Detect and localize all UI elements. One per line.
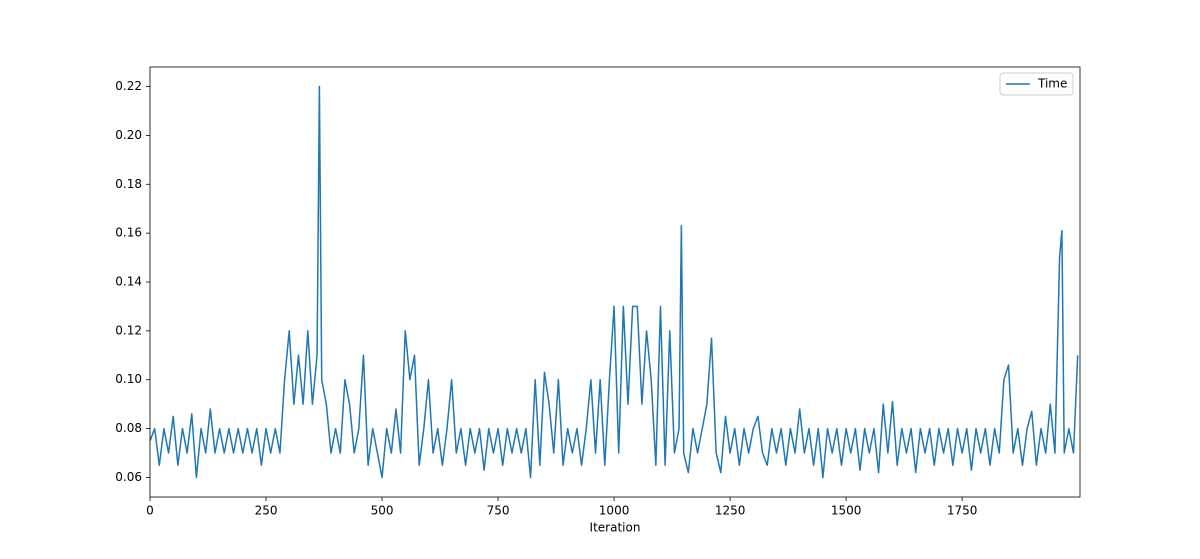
x-tick-label: 750	[487, 504, 510, 518]
x-tick-label: 250	[255, 504, 278, 518]
legend-label: Time	[1037, 77, 1067, 91]
y-tick-label: 0.16	[115, 226, 142, 240]
x-tick-label: 1000	[599, 504, 630, 518]
y-tick-label: 0.12	[115, 323, 142, 337]
plot-frame	[149, 66, 1081, 498]
y-tick-label: 0.20	[115, 128, 142, 142]
data-line	[150, 85, 1079, 479]
x-tick-label: 500	[371, 504, 394, 518]
legend-box	[999, 72, 1074, 96]
x-tick-label: 1500	[831, 504, 862, 518]
y-tick-label: 0.10	[115, 372, 142, 386]
y-tick-label: 0.08	[115, 421, 142, 435]
y-tick-label: 0.14	[115, 275, 142, 289]
y-tick-label: 0.18	[115, 177, 142, 191]
x-tick-label: 1250	[715, 504, 746, 518]
y-tick-label: 0.22	[115, 79, 142, 93]
x-axis-label: Iteration	[590, 521, 641, 535]
y-tick-label: 0.06	[115, 470, 142, 484]
x-tick-label: 0	[146, 504, 154, 518]
x-tick-label: 1750	[947, 504, 978, 518]
